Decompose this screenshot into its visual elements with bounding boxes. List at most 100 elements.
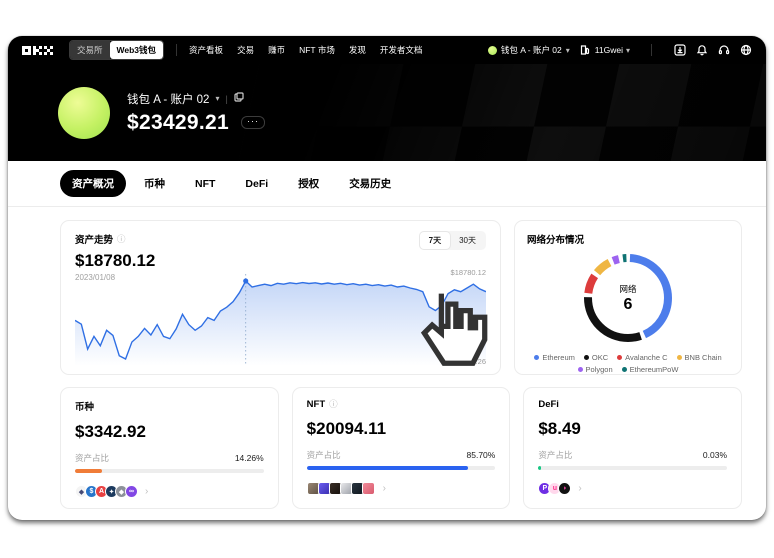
tab-交易历史[interactable]: 交易历史 [349,178,392,190]
globe-icon[interactable] [739,44,752,57]
ratio-bar-track [306,466,496,470]
chart-line [75,279,486,360]
mini-card-title: 币种 [75,402,95,413]
top-nav: 交易所 Web3钱包 资产看板 交易 赚币 NFT 市场 发现 开发者文档 钱包 A - 账… [8,36,766,64]
dodo-defi-icon: ◗ [558,482,572,495]
gas-price-selector[interactable]: 11Gwei ▾ [579,44,630,57]
legend-item: EthereumPoW [621,365,678,374]
nav-menu-item[interactable]: 资产看板 [189,45,224,55]
tab-DeFi[interactable]: DeFi [245,177,269,190]
ratio-label: 资产占比 [75,453,110,463]
divider [176,44,178,56]
tab-币种[interactable]: 币种 [144,178,165,190]
more-options-button[interactable]: ··· [240,116,265,129]
ratio-percent: 0.03% [702,450,728,460]
legend-swatch [583,355,589,360]
gas-price-label: 11Gwei [594,45,623,55]
pooltogether-defi-icon: P [538,482,552,495]
mini-card-value: $8.49 [538,419,581,438]
nav-menu: 资产看板 交易 赚币 NFT 市场 发现 开发者文档 [189,44,422,56]
info-icon[interactable]: ⓘ [329,399,338,410]
legend-swatch [534,355,540,360]
ratio-bar-track [538,466,728,470]
nav-menu-item[interactable]: 交易 [237,45,255,55]
checker-pattern [236,64,766,161]
nav-menu-item[interactable]: 开发者文档 [379,45,423,55]
network-distribution-card: 网络分布情况 网络 6 Ethereum OKC Avalanche C BNB Ch… [514,220,742,375]
toggle-option[interactable]: Web3钱包 [109,41,164,59]
line-chart[interactable]: $18780.12 $2190.26 [75,268,488,366]
nav-menu-item[interactable]: 赚币 [268,45,286,55]
ratio-bar-fill [306,466,469,470]
legend-label: Polygon [585,365,613,374]
chart-min-label: $2190.26 [454,357,486,366]
ratio-label: 资产占比 [538,450,573,460]
wallet-avatar[interactable] [58,86,110,139]
okx-logo-letter [22,45,31,55]
section-tabs: 资产概况 币种 NFT DeFi 授权 交易历史 [8,161,766,207]
nav-menu-item[interactable]: NFT 市场 [299,45,335,55]
range-toggle: 7天 30天 [418,231,486,250]
divider [651,44,652,56]
headset-icon[interactable] [717,44,730,57]
nav-menu-item[interactable]: 发现 [348,45,366,55]
ratio-percent: 85.70% [466,450,496,460]
okx-logo[interactable] [22,45,53,55]
mini-card-title: DeFi [538,399,559,410]
legend-swatch [676,355,682,360]
chart-area [75,281,486,366]
trend-date: 2023/01/08 [75,273,116,282]
okx-logo-letter [33,45,42,55]
tab-NFT[interactable]: NFT [195,177,216,190]
account-selector[interactable]: 钱包 A - 账户 02 ▾ [487,44,570,56]
NFT-summary-card: NFT ⓘ $20094.11 资产占比 85.70% › [291,387,511,509]
copy-address-icon[interactable] [234,92,244,105]
chevron-right-icon[interactable]: › [578,483,582,494]
donut-segment-Ethereum[interactable] [584,254,672,342]
chevron-right-icon[interactable]: › [382,483,387,494]
gas-pump-icon [579,44,592,57]
range-button[interactable]: 7天 [419,232,451,249]
wallet-name[interactable]: 钱包 A - 账户 02 [127,93,210,106]
download-icon[interactable] [673,44,686,57]
chart-max-label: $18780.12 [450,268,486,277]
nft-thumb [361,482,375,495]
币种-summary-card: 币种 $3342.92 资产占比 14.26% ◆ $ A ✦ ◆ ∞ › [60,387,279,509]
donut-chart[interactable]: 网络 6 [580,250,676,346]
legend-label: OKC [591,353,609,362]
asset-icon-row[interactable]: › [306,482,496,495]
chevron-down-icon: ▾ [565,45,570,55]
exchange-wallet-toggle: 交易所 Web3钱包 [69,40,165,60]
donut-center-label: 网络 [619,283,637,294]
account-avatar-dot [487,45,497,55]
bell-icon[interactable] [695,44,708,57]
info-icon[interactable]: ⓘ [117,233,126,244]
account-label: 钱包 A - 账户 02 [500,45,562,55]
legend-swatch [617,355,623,360]
asset-icon-row[interactable]: ◆ $ A ✦ ◆ ∞ › [75,485,264,498]
okx-app-window: 交易所 Web3钱包 资产看板 交易 赚币 NFT 市场 发现 开发者文档 钱包 A - 账… [8,36,766,520]
mini-card-title: NFT [306,399,326,410]
tab-授权[interactable]: 授权 [298,178,320,190]
ratio-bar-fill [75,469,102,473]
trend-card-title: 资产走势 [75,235,114,246]
range-button[interactable]: 30天 [459,236,476,245]
ratio-bar-fill [538,466,541,470]
chevron-right-icon[interactable]: › [145,486,149,497]
usdc-coin-icon: $ [85,485,98,498]
chevron-down-icon[interactable]: ▾ [215,94,220,103]
mini-card-value: $20094.11 [306,419,387,438]
donut-segment-OKC[interactable] [584,254,672,342]
legend-item: Avalanche C [617,353,668,362]
mini-card-value: $3342.92 [75,422,146,441]
legend-swatch [621,367,627,372]
chevron-down-icon: ▾ [625,45,630,55]
network-legend: Ethereum OKC Avalanche C BNB Chain Polygon Et… [527,353,729,374]
tab-资产概况[interactable]: 资产概况 [60,170,126,197]
okx-logo-letter [44,45,53,55]
toggle-option[interactable]: 交易所 [70,41,110,59]
legend-item: Ethereum [534,353,575,362]
total-balance: $23429.21 [127,110,229,134]
